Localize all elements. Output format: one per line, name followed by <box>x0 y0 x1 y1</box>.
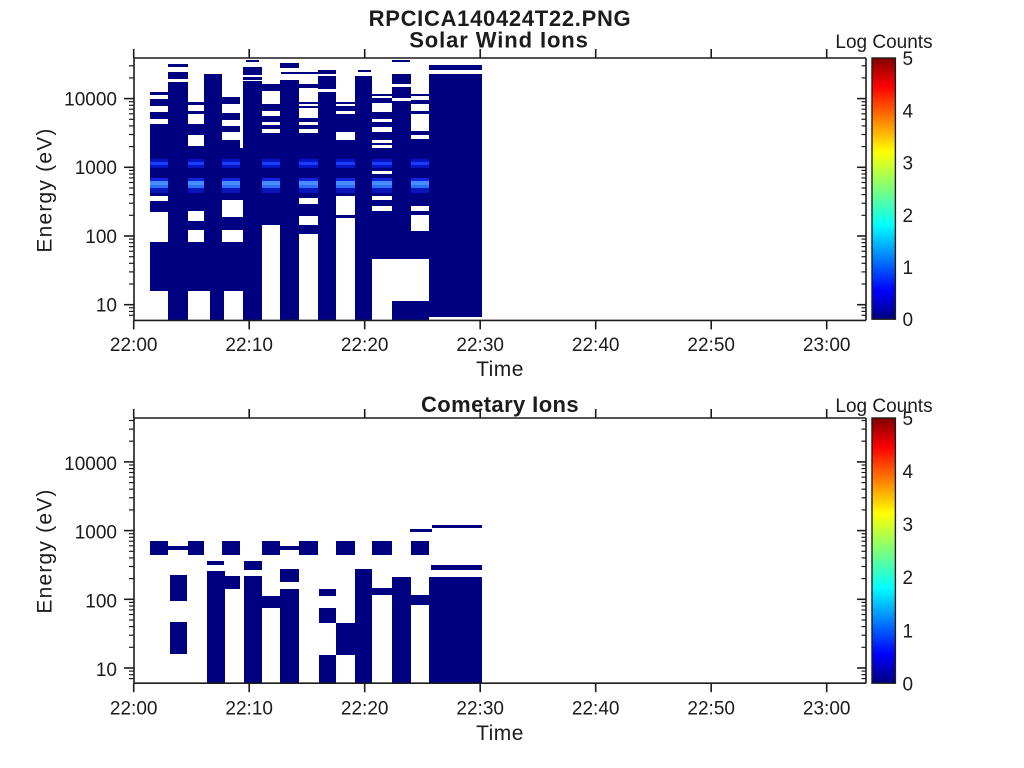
svg-text:10000: 10000 <box>64 454 117 475</box>
svg-text:Solar Wind Ions: Solar Wind Ions <box>409 27 589 52</box>
svg-text:Energy (eV): Energy (eV) <box>34 488 57 613</box>
svg-text:22:30: 22:30 <box>456 698 504 719</box>
svg-text:22:50: 22:50 <box>687 335 735 356</box>
svg-text:Time: Time <box>476 358 524 381</box>
svg-text:22:20: 22:20 <box>341 698 389 719</box>
svg-text:22:00: 22:00 <box>110 335 158 356</box>
svg-text:Cometary Ions: Cometary Ions <box>421 392 579 417</box>
svg-text:22:40: 22:40 <box>572 335 620 356</box>
svg-text:10000: 10000 <box>64 89 117 110</box>
svg-text:5: 5 <box>903 49 914 70</box>
svg-text:2: 2 <box>903 568 914 589</box>
svg-text:100: 100 <box>85 591 117 612</box>
svg-text:RPCICA140424T22.PNG: RPCICA140424T22.PNG <box>369 6 632 31</box>
svg-text:22:10: 22:10 <box>225 698 273 719</box>
svg-text:1000: 1000 <box>75 158 117 179</box>
svg-text:100: 100 <box>85 227 117 248</box>
svg-text:5: 5 <box>903 409 914 430</box>
svg-text:Energy (eV): Energy (eV) <box>34 127 57 252</box>
svg-text:2: 2 <box>903 206 914 227</box>
svg-text:1: 1 <box>903 621 914 642</box>
svg-text:4: 4 <box>903 101 914 122</box>
svg-text:22:50: 22:50 <box>687 698 735 719</box>
svg-text:23:00: 23:00 <box>803 698 851 719</box>
svg-text:23:00: 23:00 <box>803 335 851 356</box>
svg-text:3: 3 <box>903 515 914 536</box>
svg-text:22:40: 22:40 <box>572 698 620 719</box>
svg-text:1: 1 <box>903 258 914 279</box>
svg-text:22:10: 22:10 <box>225 335 273 356</box>
svg-text:22:00: 22:00 <box>110 698 158 719</box>
svg-text:10: 10 <box>96 660 117 681</box>
svg-text:0: 0 <box>903 674 914 695</box>
svg-text:1000: 1000 <box>75 523 117 544</box>
svg-text:Log Counts: Log Counts <box>835 396 932 417</box>
svg-text:22:30: 22:30 <box>456 335 504 356</box>
svg-text:3: 3 <box>903 154 914 175</box>
svg-text:10: 10 <box>96 296 117 317</box>
svg-text:4: 4 <box>903 462 914 483</box>
svg-text:22:20: 22:20 <box>341 335 389 356</box>
svg-text:Log Counts: Log Counts <box>835 32 932 53</box>
svg-text:Time: Time <box>476 722 524 745</box>
svg-text:0: 0 <box>903 310 914 331</box>
